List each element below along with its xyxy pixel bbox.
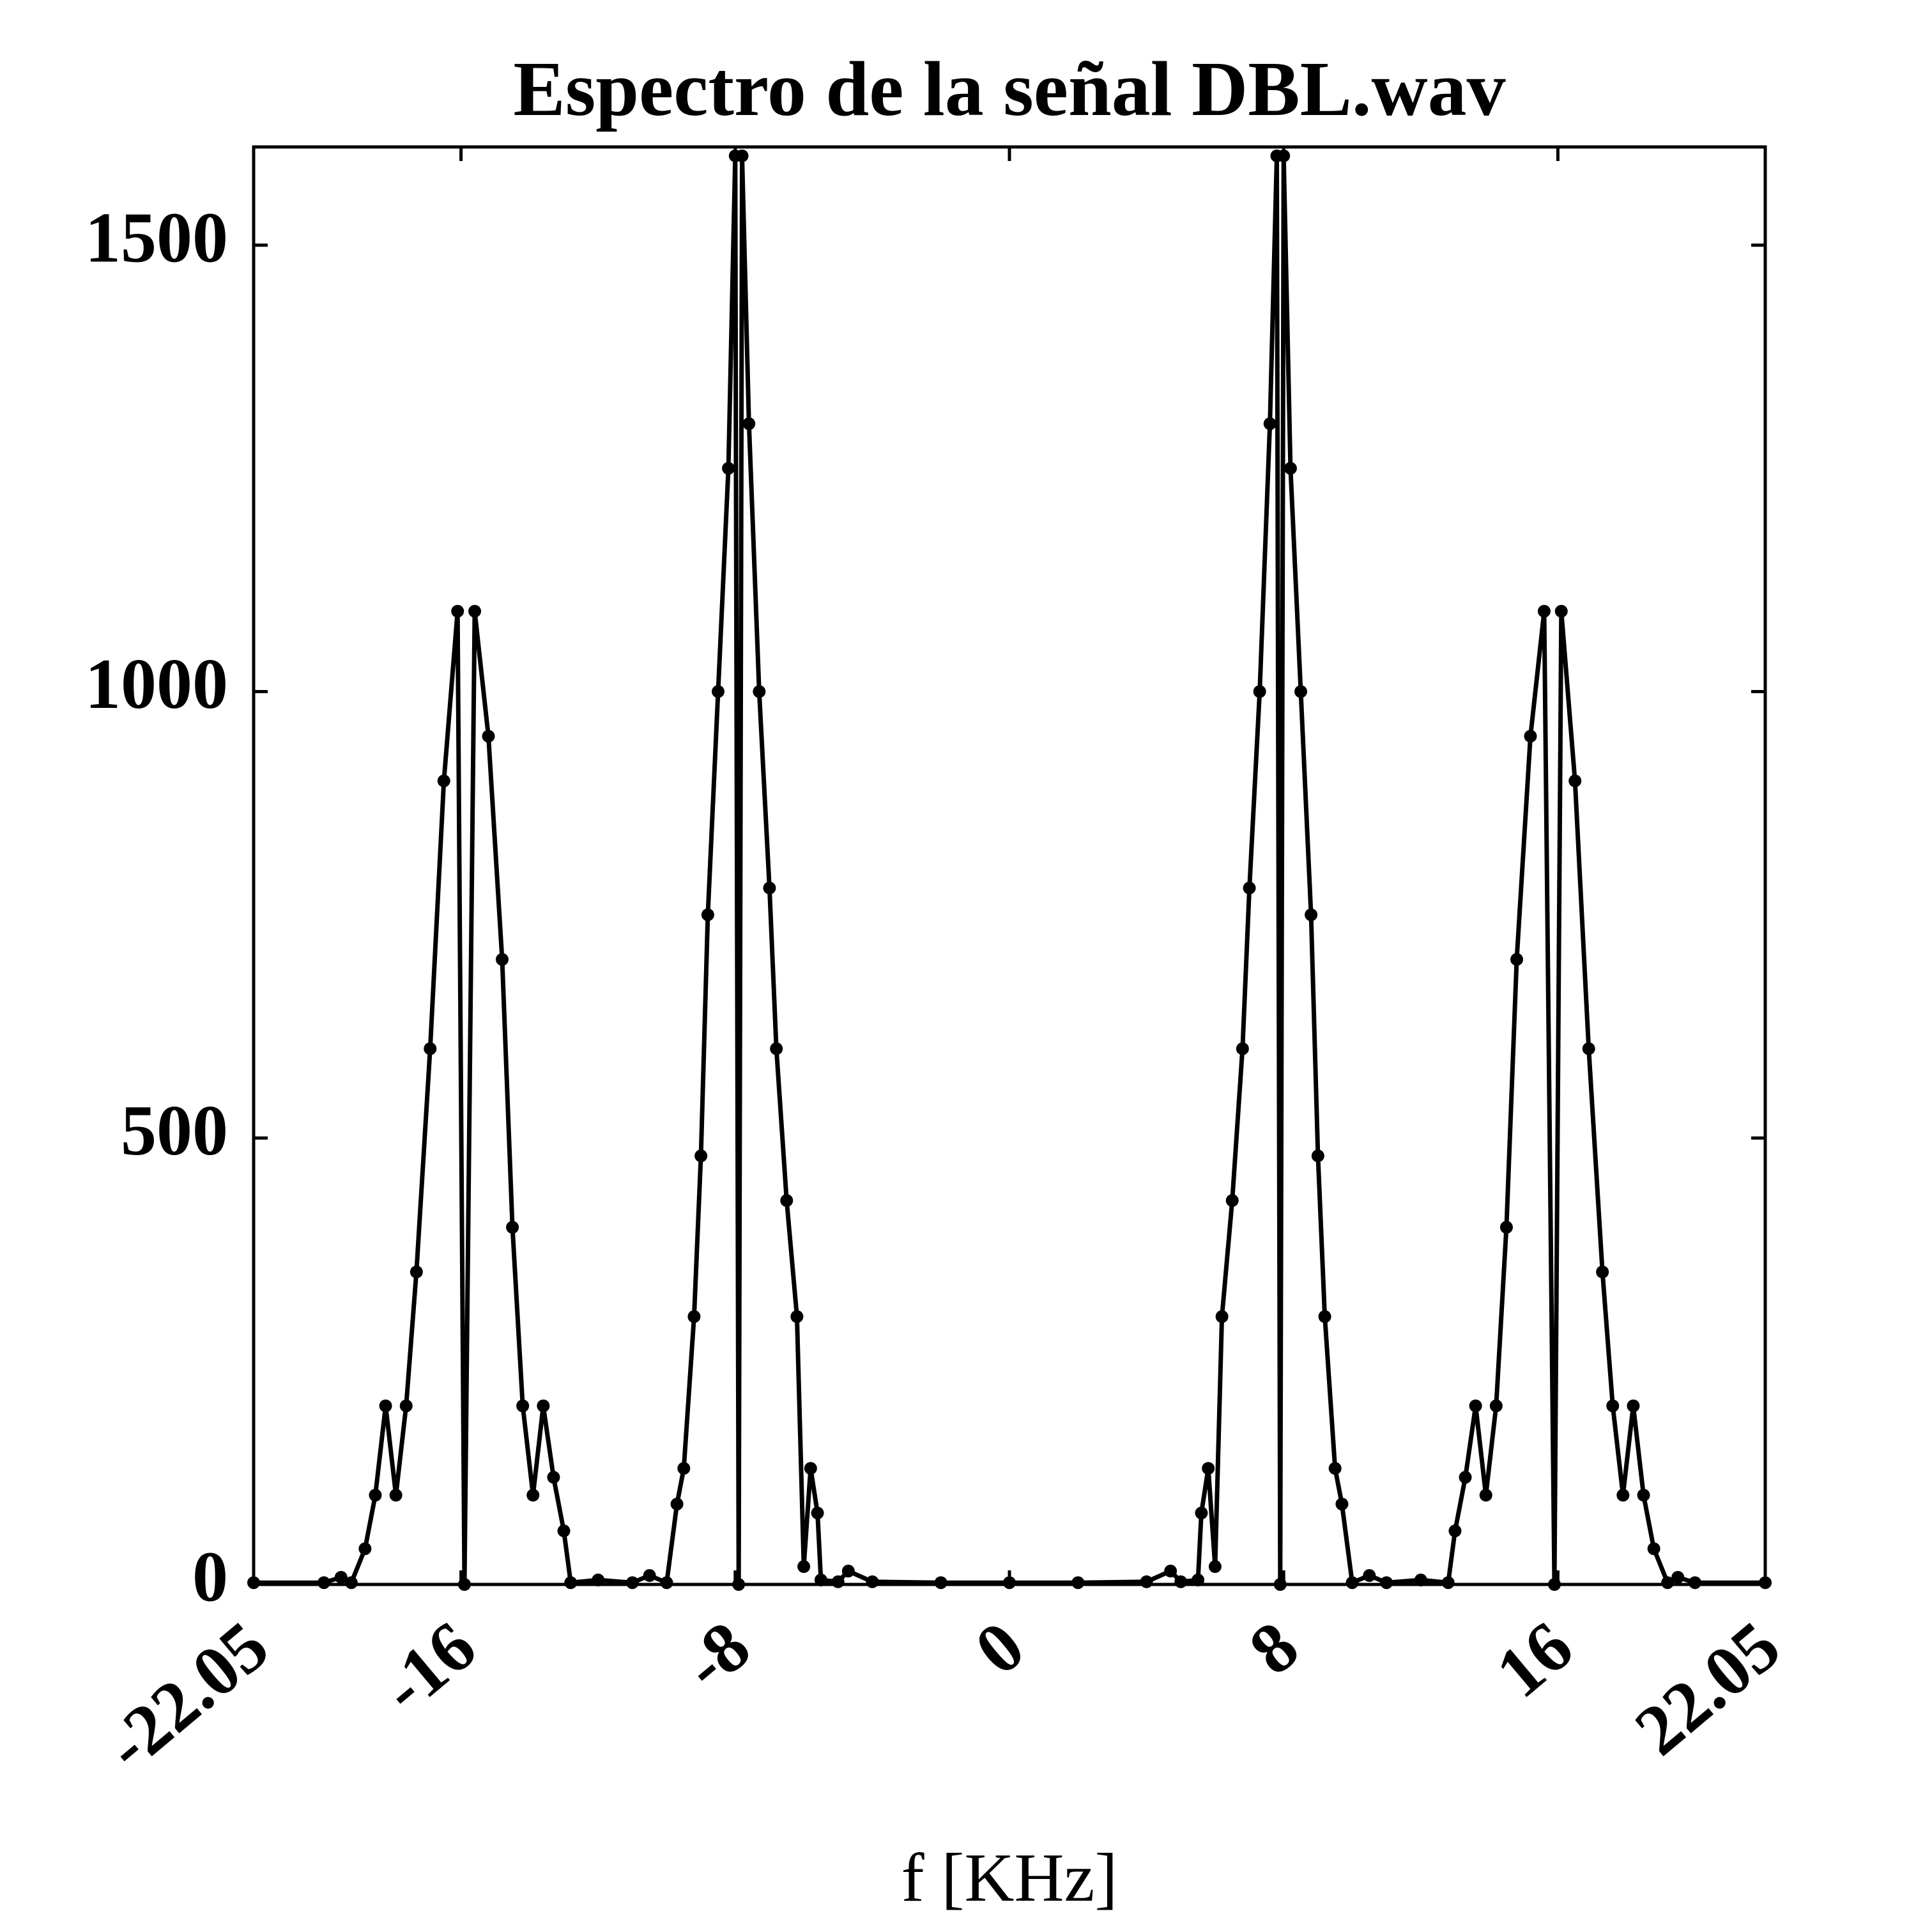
marker: [722, 462, 735, 475]
marker: [1236, 1042, 1249, 1055]
marker: [468, 604, 482, 618]
marker: [437, 774, 450, 788]
marker: [1627, 1399, 1640, 1413]
marker: [1459, 1471, 1472, 1484]
marker: [389, 1489, 402, 1502]
marker: [379, 1399, 392, 1413]
marker: [1647, 1542, 1660, 1556]
marker: [1215, 1310, 1229, 1323]
marker: [1689, 1576, 1702, 1590]
marker: [1140, 1575, 1153, 1588]
marker: [410, 1265, 423, 1278]
marker: [1441, 1576, 1455, 1590]
marker: [1671, 1570, 1685, 1584]
marker: [451, 604, 464, 618]
marker: [399, 1399, 413, 1413]
marker: [1294, 685, 1308, 698]
marker: [516, 1399, 530, 1413]
marker: [625, 1576, 639, 1590]
marker: [1243, 881, 1256, 894]
marker: [831, 1575, 845, 1588]
marker: [1202, 1462, 1215, 1475]
marker: [811, 1506, 824, 1520]
marker: [482, 730, 495, 743]
marker: [557, 1524, 571, 1538]
marker: [1606, 1399, 1620, 1413]
marker: [1510, 953, 1524, 966]
marker: [1489, 1399, 1503, 1413]
marker: [780, 1194, 793, 1208]
marker: [526, 1489, 540, 1502]
marker: [1363, 1569, 1376, 1583]
marker: [1448, 1524, 1462, 1538]
marker: [643, 1569, 656, 1583]
marker: [804, 1462, 817, 1475]
marker: [660, 1576, 673, 1590]
marker: [797, 1560, 811, 1574]
marker: [1582, 1042, 1595, 1055]
marker: [358, 1542, 372, 1556]
marker: [1335, 1498, 1349, 1511]
marker: [1380, 1576, 1393, 1590]
marker: [763, 881, 776, 894]
marker: [424, 1042, 437, 1055]
marker: [1284, 462, 1297, 475]
marker: [1616, 1489, 1630, 1502]
y-tick-label: 0: [192, 1538, 228, 1617]
marker: [1208, 1560, 1222, 1574]
marker: [495, 953, 509, 966]
marker: [344, 1576, 358, 1590]
marker: [1499, 1220, 1513, 1234]
chart-title: Espectro de la señal DBL.wav: [513, 46, 1505, 132]
marker: [317, 1576, 330, 1590]
marker: [1195, 1506, 1208, 1520]
marker: [1346, 1576, 1359, 1590]
marker: [1537, 604, 1551, 618]
marker: [369, 1489, 382, 1502]
marker: [1469, 1399, 1482, 1413]
marker: [687, 1310, 701, 1323]
y-tick-label: 1000: [85, 645, 228, 724]
marker: [742, 417, 756, 431]
marker: [1596, 1265, 1609, 1278]
marker: [1263, 417, 1276, 431]
marker: [1305, 908, 1318, 921]
marker: [770, 1042, 783, 1055]
marker: [1253, 685, 1266, 698]
marker: [711, 685, 724, 698]
marker: [1568, 774, 1582, 788]
marker: [537, 1399, 550, 1413]
marker: [1479, 1489, 1492, 1502]
marker: [701, 908, 714, 921]
marker: [1637, 1489, 1650, 1502]
marker: [753, 685, 766, 698]
marker: [1164, 1565, 1177, 1578]
marker: [670, 1498, 684, 1511]
y-tick-label: 500: [121, 1091, 228, 1170]
marker: [1318, 1310, 1331, 1323]
marker: [1311, 1149, 1324, 1163]
marker: [1071, 1576, 1085, 1590]
marker: [334, 1570, 348, 1584]
x-axis-label: f [KHz]: [901, 1840, 1118, 1916]
marker: [506, 1220, 519, 1234]
marker: [866, 1575, 879, 1588]
marker: [694, 1149, 708, 1163]
marker: [677, 1462, 691, 1475]
marker: [934, 1576, 947, 1590]
marker: [1225, 1194, 1239, 1208]
marker: [735, 149, 749, 162]
marker: [790, 1310, 804, 1323]
marker: [841, 1565, 855, 1578]
marker: [1554, 604, 1568, 618]
marker: [564, 1576, 578, 1590]
y-tick-label: 1500: [85, 198, 228, 277]
marker: [1524, 730, 1537, 743]
marker: [1328, 1462, 1342, 1475]
marker: [547, 1471, 560, 1484]
marker: [1174, 1575, 1188, 1588]
